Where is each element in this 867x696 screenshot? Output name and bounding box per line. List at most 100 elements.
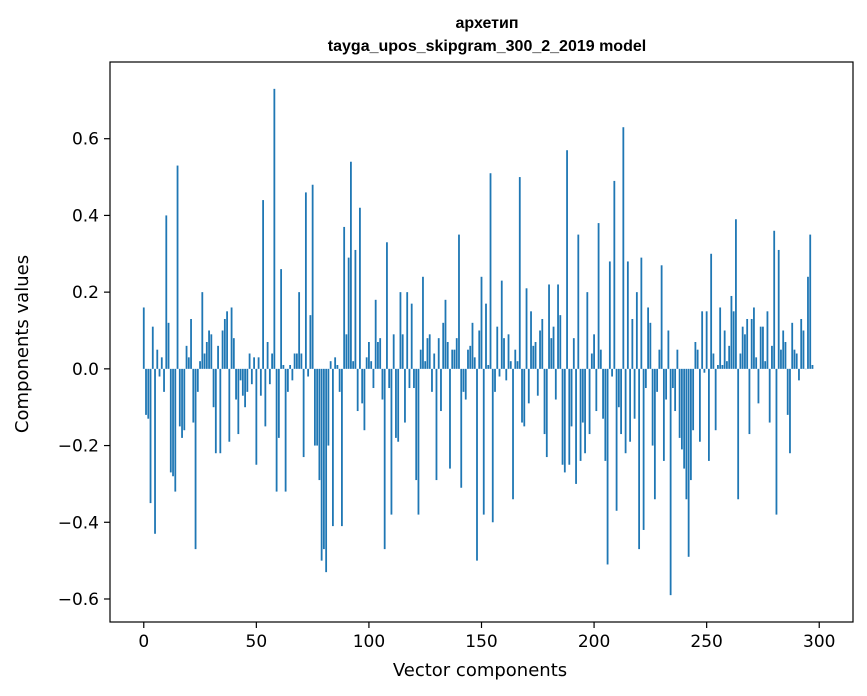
bar [669, 368, 672, 596]
x-tick-label: 100 [353, 632, 385, 652]
bar [282, 365, 285, 369]
bar [516, 361, 519, 369]
bar [764, 361, 767, 369]
bar [674, 368, 677, 412]
bar [782, 330, 785, 369]
bar [230, 307, 233, 369]
bar [291, 368, 294, 381]
bar [699, 368, 701, 442]
bar [665, 368, 668, 400]
bar [397, 368, 400, 442]
bar [377, 342, 379, 369]
bar [404, 368, 406, 423]
bar [322, 368, 325, 550]
bar [187, 357, 190, 369]
bar [318, 368, 321, 481]
bar [581, 368, 584, 423]
bar [334, 357, 337, 369]
bar [521, 368, 523, 423]
bar [374, 299, 377, 369]
x-tick-label: 200 [578, 632, 610, 652]
bar [444, 299, 447, 369]
bar [712, 353, 715, 369]
bar [633, 368, 636, 419]
bar [365, 357, 368, 369]
bar [626, 261, 629, 369]
bar [154, 368, 156, 534]
bar [784, 342, 787, 369]
bar [739, 353, 742, 369]
bar [617, 368, 620, 408]
bar [590, 353, 593, 369]
bar [329, 361, 332, 369]
bar [480, 276, 483, 369]
bar [158, 368, 161, 377]
bar [176, 165, 179, 369]
bar [327, 368, 330, 446]
bar [705, 311, 708, 369]
bar [514, 349, 517, 369]
bar [482, 368, 485, 515]
bar [568, 368, 571, 465]
bar [689, 368, 692, 481]
bar [723, 330, 726, 369]
bar [203, 353, 206, 369]
bar [550, 338, 553, 369]
bar [350, 161, 352, 369]
bar [753, 307, 755, 369]
bar [307, 368, 310, 377]
bar [494, 368, 496, 392]
bar [388, 368, 391, 389]
bar [800, 318, 803, 369]
bar [453, 349, 456, 369]
chart-title: архетип [456, 15, 519, 32]
bar [352, 361, 355, 369]
bar [653, 368, 656, 500]
bar [280, 269, 283, 369]
bar [714, 368, 717, 431]
y-tick-label: 0.0 [72, 360, 99, 380]
bar [273, 88, 276, 369]
bar [298, 292, 301, 369]
bar [611, 368, 613, 377]
bar [557, 284, 559, 369]
bar [500, 280, 503, 369]
y-axis-label: Components values [12, 255, 33, 433]
x-tick-label: 300 [803, 632, 835, 652]
bar [703, 368, 706, 373]
bar [185, 345, 188, 369]
bar [462, 368, 465, 392]
bar [271, 353, 274, 369]
bar [250, 368, 253, 385]
bar [622, 127, 625, 369]
bar [435, 368, 438, 481]
bar [728, 345, 731, 369]
bar [660, 265, 663, 369]
bar [372, 368, 375, 389]
bar [642, 368, 645, 530]
bar [163, 368, 165, 392]
bar [696, 349, 699, 369]
bar [228, 368, 231, 442]
bar [190, 318, 192, 369]
bar [241, 368, 244, 396]
bar [413, 368, 415, 389]
bar [178, 368, 181, 427]
bar [586, 292, 589, 369]
bar [584, 368, 586, 454]
bar [147, 368, 150, 419]
bar [255, 368, 258, 465]
bar [662, 368, 665, 461]
bar [248, 353, 251, 369]
bar [363, 368, 366, 431]
bar [219, 368, 222, 454]
bar [232, 338, 235, 369]
bar [719, 307, 722, 369]
bar [602, 368, 604, 419]
bar [210, 334, 213, 369]
bar [217, 345, 219, 369]
bar [507, 334, 510, 369]
bar [606, 368, 609, 565]
bar [741, 326, 744, 369]
bar [410, 303, 413, 369]
